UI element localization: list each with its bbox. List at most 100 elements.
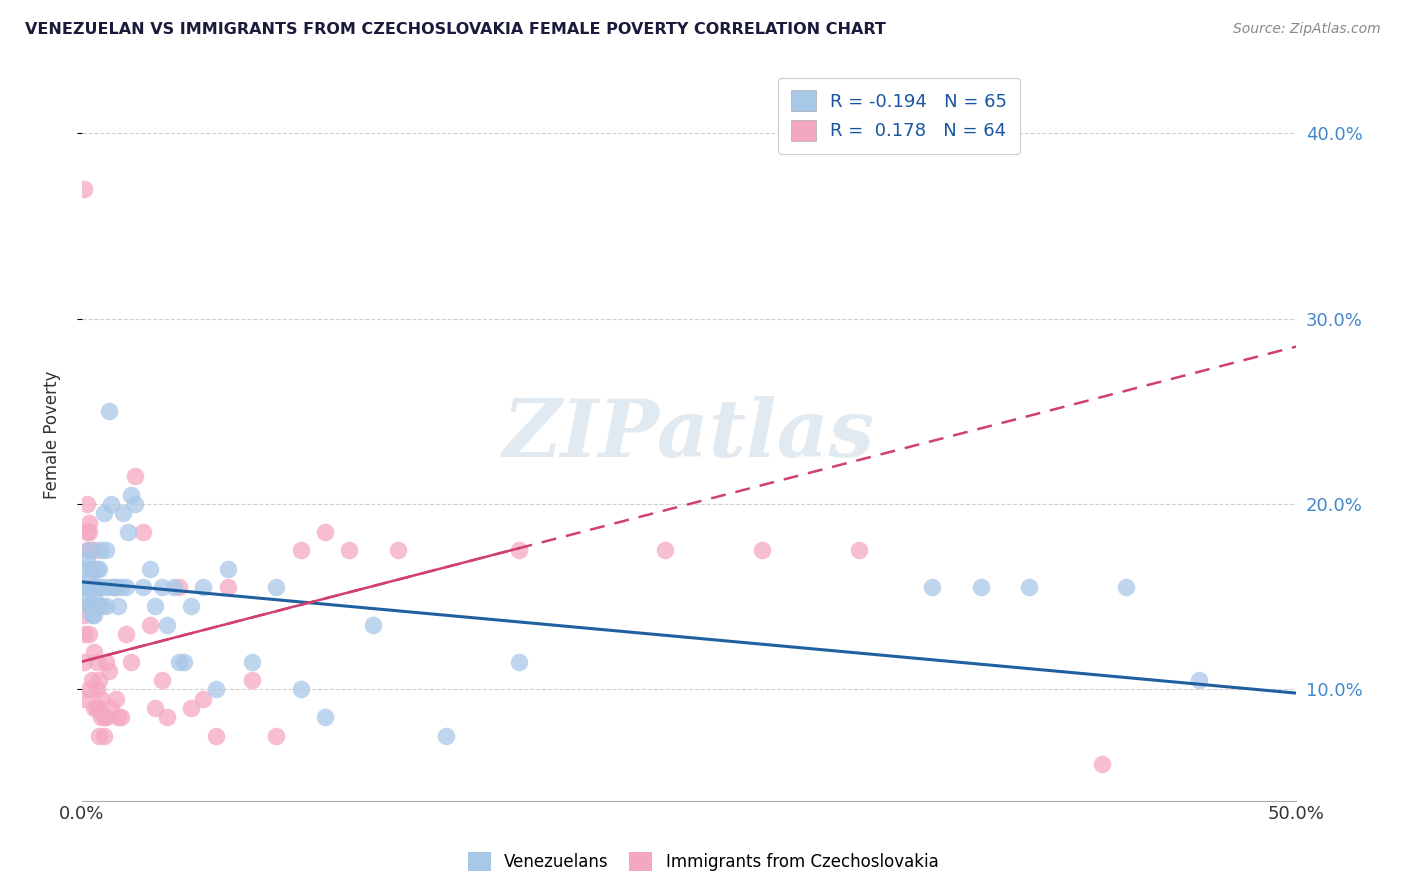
- Point: [100, 701, 122, 715]
- Point: [107, 710, 129, 724]
- Point: [77, 516, 100, 530]
- Point: [87, 562, 110, 576]
- Text: VENEZUELAN VS IMMIGRANTS FROM CZECHOSLOVAKIA FEMALE POVERTY CORRELATION CHART: VENEZUELAN VS IMMIGRANTS FROM CZECHOSLOV…: [25, 22, 886, 37]
- Legend: R = -0.194   N = 65, R =  0.178   N = 64: R = -0.194 N = 65, R = 0.178 N = 64: [778, 78, 1021, 153]
- Point: [217, 581, 239, 595]
- Point: [77, 599, 100, 613]
- Point: [167, 655, 190, 669]
- Point: [114, 627, 136, 641]
- Point: [654, 543, 676, 558]
- Point: [77, 581, 100, 595]
- Point: [264, 581, 287, 595]
- Point: [73, 655, 96, 669]
- Point: [97, 404, 120, 418]
- Point: [314, 524, 336, 539]
- Point: [93, 581, 115, 595]
- Point: [86, 701, 108, 715]
- Point: [96, 599, 118, 613]
- Point: [751, 543, 773, 558]
- Point: [87, 729, 110, 743]
- Point: [180, 701, 202, 715]
- Point: [77, 524, 100, 539]
- Point: [100, 497, 122, 511]
- Point: [77, 599, 100, 613]
- Point: [83, 581, 105, 595]
- Point: [93, 506, 115, 520]
- Point: [131, 581, 153, 595]
- Point: [87, 673, 110, 687]
- Point: [156, 710, 179, 724]
- Point: [921, 581, 943, 595]
- Point: [508, 543, 530, 558]
- Point: [73, 562, 96, 576]
- Point: [76, 552, 98, 566]
- Point: [76, 524, 98, 539]
- Point: [73, 691, 96, 706]
- Point: [104, 581, 127, 595]
- Legend: Venezuelans, Immigrants from Czechoslovakia: Venezuelans, Immigrants from Czechoslova…: [460, 843, 946, 880]
- Point: [143, 701, 166, 715]
- Point: [110, 710, 132, 724]
- Point: [124, 469, 146, 483]
- Point: [83, 701, 105, 715]
- Point: [93, 710, 115, 724]
- Point: [77, 571, 100, 585]
- Point: [73, 608, 96, 623]
- Point: [97, 664, 120, 678]
- Point: [90, 543, 112, 558]
- Point: [204, 729, 226, 743]
- Point: [969, 581, 991, 595]
- Point: [337, 543, 360, 558]
- Point: [131, 524, 153, 539]
- Point: [387, 543, 409, 558]
- Point: [80, 608, 103, 623]
- Point: [80, 581, 103, 595]
- Point: [77, 682, 100, 697]
- Point: [80, 599, 103, 613]
- Point: [90, 710, 112, 724]
- Point: [193, 691, 215, 706]
- Point: [77, 543, 100, 558]
- Point: [264, 729, 287, 743]
- Text: ZIPatlas: ZIPatlas: [503, 396, 875, 474]
- Text: Source: ZipAtlas.com: Source: ZipAtlas.com: [1233, 22, 1381, 37]
- Point: [83, 608, 105, 623]
- Point: [107, 599, 129, 613]
- Point: [76, 599, 98, 613]
- Point: [103, 581, 125, 595]
- Point: [150, 581, 173, 595]
- Point: [80, 673, 103, 687]
- Point: [83, 599, 105, 613]
- Point: [173, 655, 195, 669]
- Point: [76, 581, 98, 595]
- Point: [80, 562, 103, 576]
- Point: [96, 655, 118, 669]
- Point: [90, 599, 112, 613]
- Point: [83, 645, 105, 659]
- Point: [97, 581, 120, 595]
- Point: [76, 590, 98, 604]
- Point: [104, 691, 127, 706]
- Point: [290, 682, 312, 697]
- Point: [120, 655, 142, 669]
- Point: [167, 581, 190, 595]
- Point: [1188, 673, 1211, 687]
- Point: [86, 562, 108, 576]
- Point: [217, 562, 239, 576]
- Point: [120, 488, 142, 502]
- Point: [73, 581, 96, 595]
- Point: [96, 710, 118, 724]
- Point: [848, 543, 870, 558]
- Point: [1115, 581, 1137, 595]
- Point: [240, 673, 263, 687]
- Point: [87, 701, 110, 715]
- Point: [80, 562, 103, 576]
- Point: [117, 524, 139, 539]
- Point: [163, 581, 186, 595]
- Point: [77, 627, 100, 641]
- Point: [86, 655, 108, 669]
- Point: [80, 543, 103, 558]
- Point: [139, 562, 162, 576]
- Point: [114, 581, 136, 595]
- Point: [124, 497, 146, 511]
